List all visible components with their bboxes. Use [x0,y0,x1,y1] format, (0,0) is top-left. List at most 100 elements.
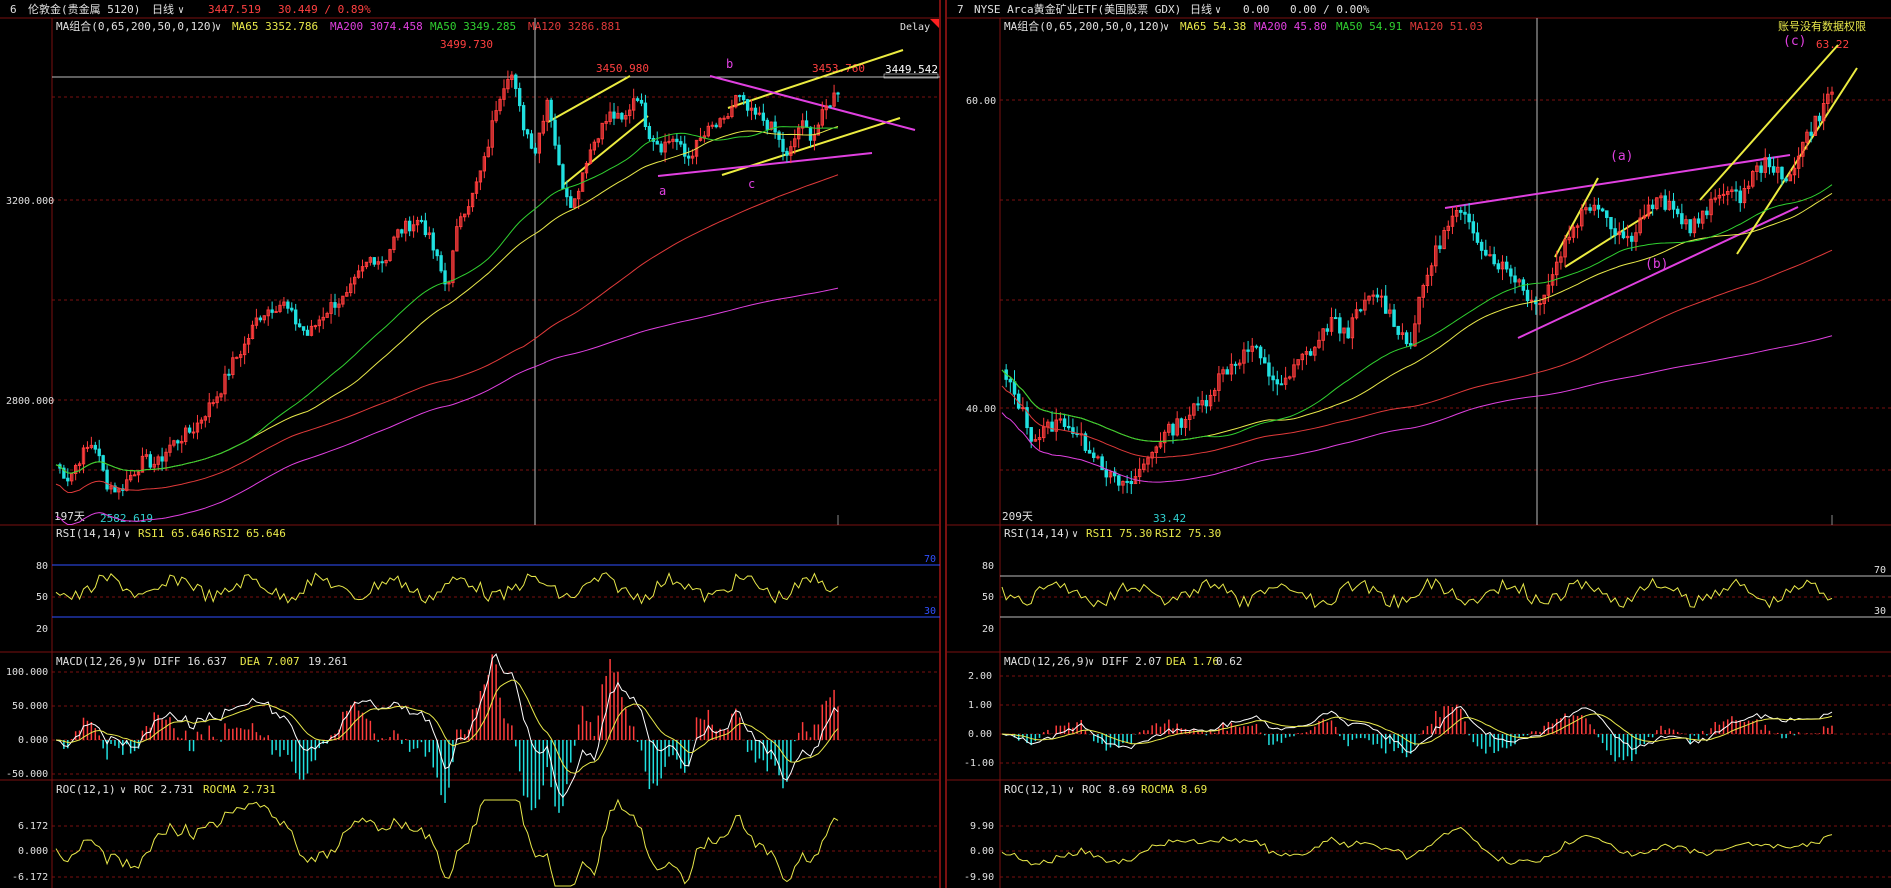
left-macd-chevron-icon[interactable]: ∨ [140,657,146,668]
candle-body [227,373,231,376]
left-ma-legend-name[interactable]: MA组合(0,65,200,50,0,120) [56,19,217,33]
candle-body [1459,210,1463,213]
candle-body [1300,353,1305,361]
left-roc-chevron-icon[interactable]: ∨ [120,785,126,796]
candle-body [447,282,451,285]
left-instrument-title[interactable]: 伦敦金(贵金属 5120) [28,2,140,16]
candle-body [427,232,431,236]
candle-body [81,447,86,465]
candle-body [376,261,380,265]
candle-body [1580,209,1584,227]
candle-body [553,119,557,146]
right-period-select[interactable]: 日线 [1190,2,1212,16]
candle-body [1788,174,1793,182]
candle-body [1308,351,1313,356]
ma-line-#30d030 [1001,184,1833,442]
candle-body [144,454,149,457]
candle-body [1321,328,1325,341]
left-roc-tick-2: 0.000 [18,846,48,857]
candle-body [1642,215,1647,219]
left-ma-legend-chevron-icon[interactable]: ∨ [215,22,221,33]
candle-body [1730,189,1734,193]
candle-body [1738,190,1742,204]
candle-body [1684,219,1688,225]
candle-body [698,137,703,141]
candle-body [757,112,762,115]
candle-body [777,131,781,140]
right-days-label: 209天 [1002,510,1033,523]
candle-body [152,463,156,468]
candle-body [667,140,671,143]
candle-body [1396,325,1400,335]
candle-body [1117,475,1121,486]
right-ma-legend-name[interactable]: MA组合(0,65,200,50,0,120) [1004,19,1165,33]
candle-body [769,121,773,130]
right-roc-chevron-icon[interactable]: ∨ [1068,785,1074,796]
right-ma-legend-chevron-icon[interactable]: ∨ [1163,22,1169,33]
candle-body [1096,456,1100,459]
left-roc-value: ROC 2.731 [134,783,194,796]
left-rsi-line [55,572,839,605]
right-rsi-chevron-icon[interactable]: ∨ [1072,529,1078,540]
candle-body [1763,157,1768,173]
left-price-tick-2: 2800.000 [6,396,54,407]
candle-body [643,102,648,128]
candle-body [1092,452,1096,458]
candle-body [184,427,188,442]
candle-body [624,115,628,120]
left-delay-label: Delay [900,22,930,33]
candle-body [596,138,600,143]
right-roc-tick-1: 9.90 [970,821,994,832]
right-rsi-name: RSI(14,14) [1004,527,1070,540]
candle-body [753,107,758,115]
left-period-chevron-icon[interactable]: ∨ [178,5,184,16]
left-wave-c-label: c [748,177,755,191]
candle-body [541,120,545,134]
ma-line-#e040e0 [1001,335,1833,483]
candle-body [176,440,180,444]
right-instrument-title[interactable]: NYSE Arca黄金矿业ETF(美国股票 GDX) [974,2,1181,16]
candle-body [329,302,333,314]
right-macd-dea: DEA 1.76 [1166,655,1219,668]
candle-body [793,138,797,148]
left-rsi-tick-50: 50 [36,592,48,603]
right-macd-chevron-icon[interactable]: ∨ [1088,657,1094,668]
candle-body [1625,235,1630,239]
candle-body [211,402,215,405]
candle-body [1771,166,1776,173]
candle-body [388,249,392,261]
candle-body [140,455,145,473]
candle-body [1258,346,1263,359]
candle-body [1525,289,1530,302]
candle-body [1584,207,1588,211]
candle-body [1463,211,1467,215]
candle-body [1621,231,1626,239]
left-period-select[interactable]: 日线 [152,2,174,16]
right-rsi-upper-label: 70 [1874,565,1886,576]
left-roc-tick-3: -6.172 [12,872,48,883]
candle-body [820,109,824,126]
candle-body [584,162,589,174]
left-rsi-chevron-icon[interactable]: ∨ [124,529,130,540]
candle-body [443,270,447,285]
candle-body [518,88,522,107]
right-macd-value: 0.62 [1216,655,1243,668]
candle-body [1012,381,1017,395]
candle-body [1283,377,1288,385]
candle-body [1600,208,1605,212]
candle-body [1450,215,1455,227]
left-current-price-label: 3449.542 [885,63,938,76]
candle-body [1217,373,1221,391]
candle-body [1655,197,1659,210]
candle-body [1742,187,1747,204]
candle-body [1667,200,1672,210]
candle-body [1717,194,1722,199]
right-wave-b-label: (b) [1645,257,1668,272]
candle-body [738,95,742,98]
candle-body [635,98,640,101]
candle-body [1304,351,1309,355]
candle-body [604,121,608,124]
right-period-chevron-icon[interactable]: ∨ [1215,5,1221,16]
candle-body [1229,363,1234,375]
candle-body [1313,346,1317,356]
